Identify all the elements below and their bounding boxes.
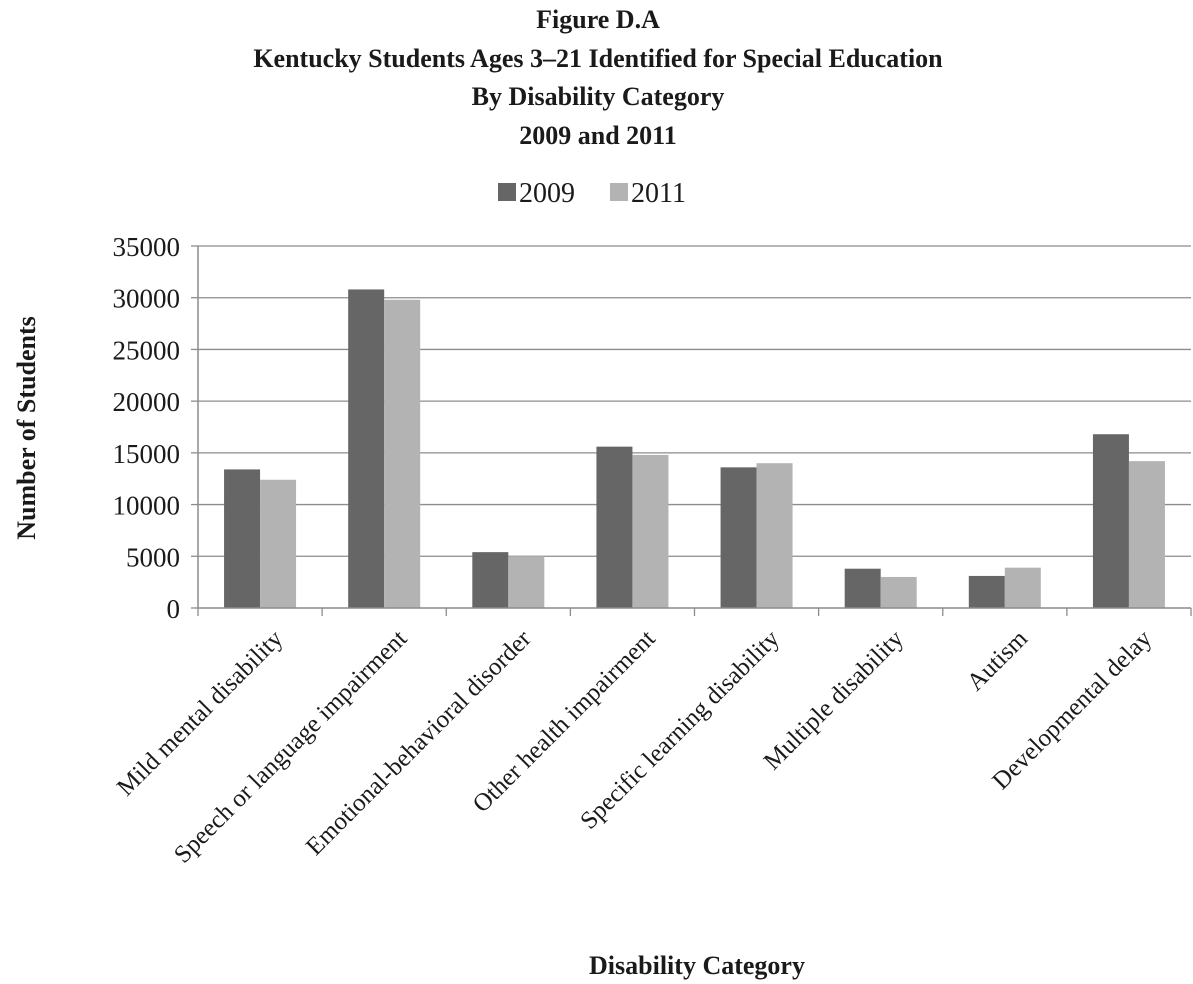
bar-2011-4 bbox=[756, 463, 793, 608]
y-tick-label: 35000 bbox=[113, 232, 181, 262]
bars bbox=[224, 289, 1165, 608]
bar-2009-7 bbox=[1092, 434, 1129, 608]
bar-2009-0 bbox=[224, 469, 261, 608]
bar-2011-7 bbox=[1128, 461, 1165, 608]
chart-title-line-1: Figure D.A bbox=[536, 5, 660, 34]
chart-title: Figure D.A Kentucky Students Ages 3–21 I… bbox=[253, 5, 943, 150]
bar-2011-3 bbox=[632, 454, 669, 608]
y-tick-label: 15000 bbox=[113, 439, 181, 469]
bar-2011-2 bbox=[508, 556, 545, 608]
y-tick-label: 10000 bbox=[113, 491, 181, 521]
y-axis-title: Number of Students bbox=[12, 316, 41, 539]
legend-swatch-2011 bbox=[610, 183, 628, 201]
y-tick-label: 5000 bbox=[126, 542, 180, 572]
gridlines bbox=[198, 245, 1191, 557]
y-tick-label: 25000 bbox=[113, 335, 181, 365]
bar-2009-2 bbox=[472, 552, 509, 608]
x-category-label: Autism bbox=[962, 625, 1034, 697]
x-category-label: Speech or language impairment bbox=[169, 625, 412, 868]
legend-swatch-2009 bbox=[498, 183, 516, 201]
y-tick-label: 0 bbox=[167, 594, 181, 624]
bar-2009-3 bbox=[596, 446, 633, 608]
chart-title-line-3: By Disability Category bbox=[472, 82, 725, 111]
bar-2011-1 bbox=[384, 299, 421, 608]
legend-label-2009: 2009 bbox=[519, 178, 575, 209]
legend-label-2011: 2011 bbox=[631, 178, 686, 209]
bar-2011-0 bbox=[260, 479, 297, 608]
x-category-label: Emotional-behavioral disorder bbox=[301, 625, 537, 861]
x-category-label: Specific learning disability bbox=[575, 625, 785, 835]
chart-title-line-2: Kentucky Students Ages 3–21 Identified f… bbox=[253, 44, 943, 73]
bar-2011-6 bbox=[1004, 567, 1041, 608]
y-tick-label: 20000 bbox=[113, 387, 181, 417]
bar-2009-1 bbox=[348, 289, 385, 608]
bar-2011-5 bbox=[880, 576, 917, 608]
x-axis-title: Disability Category bbox=[589, 951, 805, 980]
legend: 2009 2011 bbox=[498, 178, 686, 209]
chart-title-line-4: 2009 and 2011 bbox=[519, 121, 677, 150]
bar-2009-4 bbox=[720, 467, 757, 608]
bar-2009-6 bbox=[968, 575, 1005, 608]
x-axis bbox=[197, 246, 1192, 616]
y-axis-ticks: 0 5000 10000 15000 20000 25000 30000 35000 bbox=[113, 232, 198, 624]
y-tick-label: 30000 bbox=[113, 284, 181, 314]
bar-2009-5 bbox=[844, 568, 881, 608]
